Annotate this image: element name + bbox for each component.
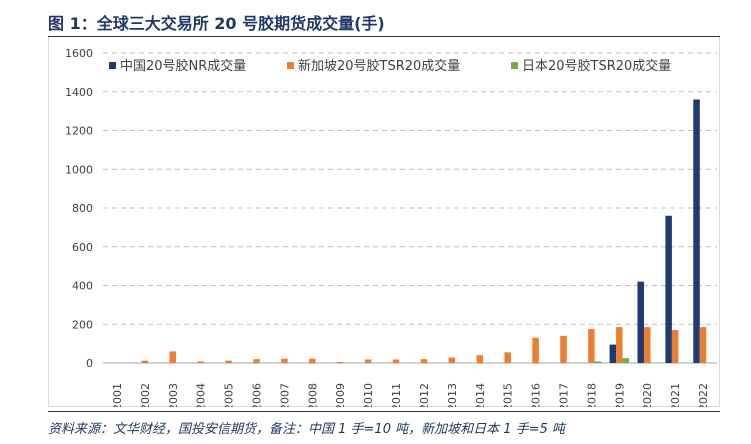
bar-2 — [197, 361, 204, 363]
x-tick-label: 2001 — [111, 383, 124, 407]
x-tick-label: 2006 — [251, 383, 264, 407]
x-tick-label: 2015 — [502, 383, 515, 407]
bar-1 — [637, 281, 644, 363]
x-tick-label: 2003 — [167, 383, 180, 407]
chart-area: 0 200 400 600 800 1000 1200 1400 1600 2001 2002 200… — [48, 37, 720, 407]
title-rule — [48, 36, 720, 37]
bar-2 — [364, 359, 372, 363]
bar-2 — [169, 351, 177, 363]
x-tick-label: 2021 — [669, 383, 682, 407]
x-tick-label: 2017 — [558, 383, 571, 407]
legend-swatch — [287, 62, 294, 69]
x-tick-label: 2010 — [362, 383, 375, 407]
y-tick-label: 400 — [72, 280, 93, 293]
x-tick-label: 2008 — [306, 383, 319, 407]
legend-swatch — [109, 62, 116, 69]
x-tick-label: 2020 — [641, 383, 654, 407]
bar-3 — [594, 361, 602, 363]
legend-label: 新加坡20号胶TSR20成交量 — [298, 58, 460, 74]
bar-2 — [671, 330, 679, 363]
bar-2 — [420, 359, 428, 363]
bar-2 — [141, 360, 149, 363]
x-tick-label: 2013 — [446, 383, 459, 407]
y-tick-label: 200 — [72, 318, 93, 331]
x-tick-label: 2018 — [585, 383, 598, 407]
bar-2 — [253, 359, 260, 363]
x-tick-label: 2019 — [613, 383, 626, 407]
x-tick-label: 2016 — [530, 383, 543, 407]
bar-2 — [336, 362, 344, 363]
x-tick-label: 2014 — [474, 383, 487, 407]
source-rule — [48, 411, 720, 412]
bar-2 — [504, 352, 511, 363]
y-tick-label: 800 — [72, 202, 93, 215]
bar-2 — [476, 355, 484, 363]
bar-1 — [693, 99, 700, 363]
bar-1 — [609, 344, 617, 363]
bar-2 — [392, 359, 400, 363]
bar-2 — [281, 358, 288, 363]
y-tick-label: 1400 — [65, 86, 93, 99]
y-tick-label: 1000 — [65, 163, 93, 176]
x-tick-label: 2009 — [334, 383, 347, 407]
legend-label: 日本20号胶TSR20成交量 — [522, 58, 671, 74]
bar-2 — [532, 337, 539, 363]
bar-1 — [665, 215, 672, 363]
x-tick-label: 2011 — [390, 383, 403, 407]
x-tick-label: 2005 — [223, 383, 236, 407]
y-tick-label: 1200 — [65, 125, 93, 138]
bar-chart: 0 200 400 600 800 1000 1200 1400 1600 2001 2002 200… — [65, 47, 717, 407]
x-tick-label: 2012 — [418, 383, 431, 407]
y-tick-label: 1600 — [65, 47, 93, 60]
bar-2 — [699, 327, 707, 363]
bar-3 — [622, 358, 630, 363]
legend-swatch — [511, 62, 518, 69]
bar-2 — [225, 360, 232, 363]
x-tick-label: 2007 — [278, 383, 291, 407]
bar-2 — [560, 335, 567, 363]
bar-2 — [616, 327, 623, 363]
x-tick-label: 2004 — [195, 383, 208, 407]
y-tick-label: 0 — [86, 357, 93, 370]
source-note: 资料来源：文华财经，国投安信期货，备注：中国 1 手=10 吨，新加坡和日本 1… — [48, 422, 565, 437]
bar-2 — [309, 358, 316, 363]
y-tick-label: 600 — [72, 241, 93, 254]
x-tick-label: 2002 — [139, 383, 152, 407]
bar-2 — [448, 357, 456, 363]
bar-2 — [643, 327, 651, 363]
x-tick-label: 2022 — [697, 383, 710, 407]
figure-title: 图 1：全球三大交易所 20 号胶期货成交量(手) — [48, 14, 385, 33]
legend-label: 中国20号胶NR成交量 — [120, 58, 246, 74]
bar-2 — [588, 329, 595, 363]
